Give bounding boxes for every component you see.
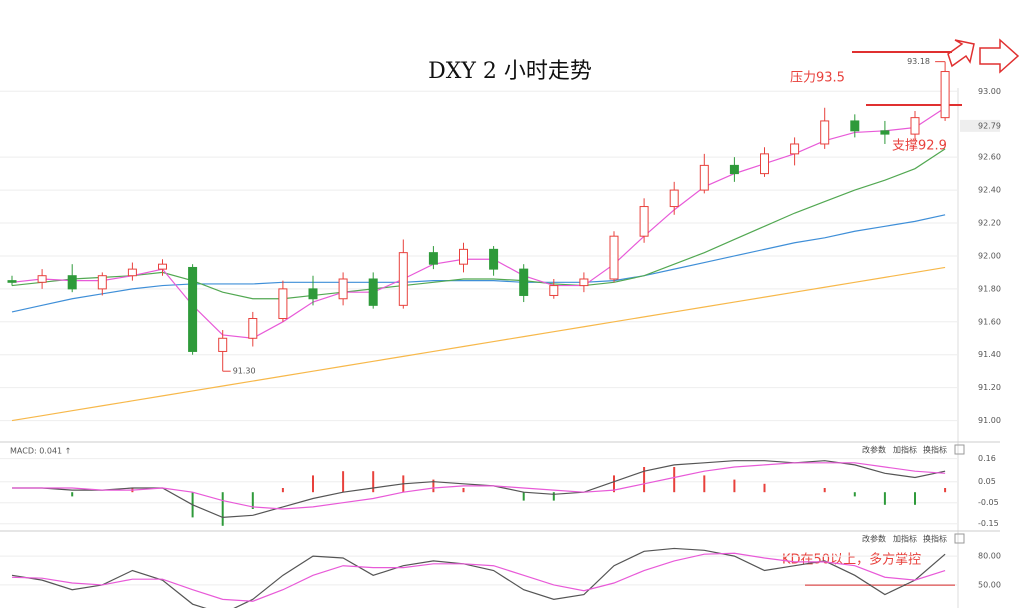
line	[11, 552, 946, 602]
line	[11, 547, 946, 608]
candle-body	[188, 266, 198, 352]
candle-body	[609, 235, 619, 280]
y-tick-label: 0.05	[978, 477, 996, 486]
candle-body	[278, 288, 288, 320]
candle-body	[97, 275, 107, 290]
y-tick-label: 91.20	[978, 383, 1001, 392]
candle-body	[790, 143, 800, 155]
candle-body	[7, 280, 17, 283]
panel-buttons: 改参数 加指标 换指标 改参数 加指标 换指标	[862, 444, 965, 544]
arrow-icon	[979, 38, 1020, 74]
button[interactable]: 加指标	[893, 534, 917, 544]
y-tick-label: -0.15	[978, 519, 999, 528]
annotation: KD在50以上，多方掌控	[782, 552, 921, 568]
candle-body	[760, 153, 769, 175]
candle-body	[850, 120, 860, 132]
candle-body	[519, 268, 529, 296]
button[interactable]: 加指标	[893, 445, 917, 455]
low-label: 91.30	[233, 367, 256, 376]
y-tick-label: 91.60	[978, 317, 1001, 326]
price-label: 92.79	[978, 121, 1001, 130]
candle-body	[639, 206, 649, 237]
button[interactable]: 改参数	[862, 445, 886, 455]
candle-body	[368, 278, 378, 306]
candle-body	[729, 164, 739, 175]
annotation: 压力93.5	[790, 71, 845, 86]
y-tick-label: 0.16	[978, 454, 996, 463]
line	[11, 214, 946, 313]
y-tick-label: 50.00	[978, 580, 1001, 589]
close-button[interactable]	[954, 444, 965, 455]
y-tick-label: 93.00	[978, 87, 1001, 96]
button[interactable]: 换指标	[923, 534, 947, 544]
close-button[interactable]	[954, 533, 965, 544]
y-tick-label: 92.20	[978, 219, 1001, 228]
y-tick-label: 91.40	[978, 350, 1001, 359]
y-tick-label: 92.00	[978, 251, 1001, 260]
candle-body	[699, 164, 709, 191]
y-tick-label: 91.80	[978, 284, 1001, 293]
candle-body	[549, 285, 559, 296]
candle-body	[669, 189, 679, 208]
candle-body	[489, 248, 499, 270]
button[interactable]: 换指标	[923, 445, 947, 455]
candle-body	[459, 248, 468, 265]
candle-body	[428, 252, 438, 265]
line	[12, 462, 946, 510]
candle-body	[67, 275, 77, 290]
macd-label: MACD: 0.041 ↑	[10, 447, 71, 456]
line	[11, 107, 946, 339]
candle-body	[338, 278, 348, 300]
candle-body	[37, 275, 47, 283]
candle-body	[218, 337, 228, 352]
line	[11, 148, 946, 300]
candle-body	[820, 120, 830, 145]
price-tag	[960, 119, 1000, 132]
high-label: 93.18	[907, 57, 930, 66]
y-tick-label: -0.05	[978, 498, 999, 507]
candle-body	[579, 278, 589, 287]
candle-body	[248, 318, 258, 339]
annotation: 支撑92.9	[892, 139, 947, 154]
y-tick-label: 91.00	[978, 416, 1001, 425]
arrow-icon	[947, 39, 975, 68]
candle-body	[398, 252, 408, 306]
y-tick-label: 92.60	[978, 153, 1001, 162]
candle-body	[308, 288, 318, 300]
candle-body	[158, 263, 167, 270]
y-tick-label: 92.40	[978, 186, 1001, 195]
chart-title: DXY 2 小时走势	[428, 59, 592, 84]
candle-body	[880, 130, 890, 135]
line	[11, 266, 946, 422]
candle-body	[127, 268, 137, 277]
candle-body	[910, 117, 920, 135]
y-tick-label: 80.00	[978, 552, 1001, 561]
line	[12, 460, 946, 519]
candle-body	[940, 71, 950, 119]
button[interactable]: 改参数	[862, 534, 886, 544]
